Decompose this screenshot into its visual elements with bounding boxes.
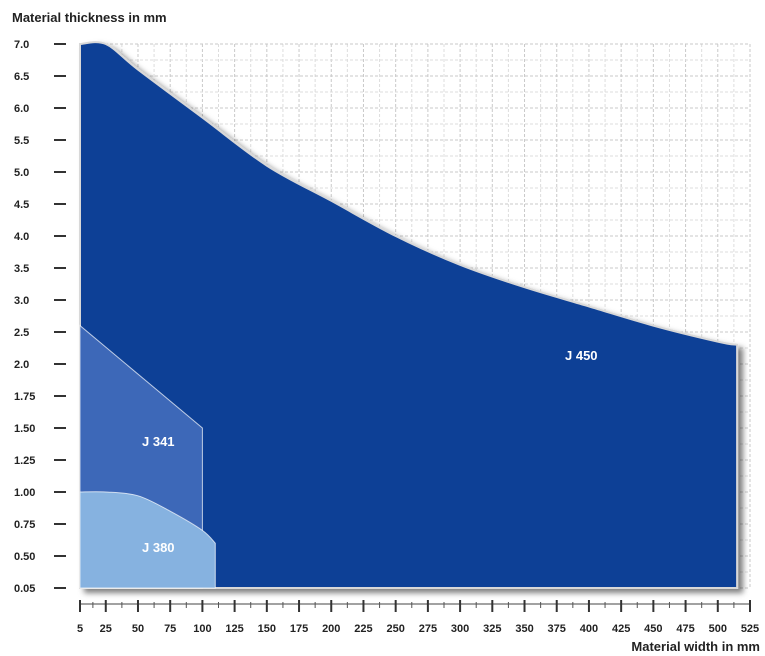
labels: J 450 J 341 J 380 — [142, 348, 598, 555]
x-tick-label: 150 — [258, 623, 276, 635]
x-tick-label: 100 — [193, 623, 211, 635]
x-tick-label: 200 — [322, 623, 340, 635]
y-tick-label: 0.75 — [14, 519, 35, 531]
y-tick-label: 5.0 — [14, 167, 29, 179]
x-tick-label: 400 — [580, 623, 598, 635]
x-tick-label: 300 — [451, 623, 469, 635]
x-tick-label: 450 — [644, 623, 662, 635]
x-tick-label: 25 — [100, 623, 112, 635]
series-label-j-380: J 380 — [142, 540, 175, 555]
plot-areas — [79, 41, 739, 589]
y-tick-label: 2.0 — [14, 359, 29, 371]
y-tick-label: 3.5 — [14, 263, 29, 275]
x-tick-label: 500 — [709, 623, 727, 635]
x-tick-label: 525 — [741, 623, 759, 635]
y-tick-label: 1.25 — [14, 455, 35, 467]
y-tick-label: 0.50 — [14, 551, 35, 563]
x-tick-label: 5 — [77, 623, 83, 635]
y-tick-label: 4.0 — [14, 231, 29, 243]
x-tick-label: 225 — [354, 623, 372, 635]
y-tick-label: 6.5 — [14, 71, 29, 83]
x-tick-label: 475 — [676, 623, 694, 635]
y-axis-title: Material thickness in mm — [12, 10, 167, 25]
area-j-380 — [79, 491, 216, 589]
y-tick-label: 7.0 — [14, 39, 29, 51]
y-tick-label: 6.0 — [14, 103, 29, 115]
y-tick-label: 4.5 — [14, 199, 29, 211]
x-tick-label: 275 — [419, 623, 437, 635]
y-tick-label: 0.05 — [14, 583, 35, 595]
y-tick-label: 1.75 — [14, 391, 35, 403]
series-label-j-341: J 341 — [142, 434, 175, 449]
axes: 0.05 0.50 0.75 1.00 1.25 1.50 1.75 2.0 2.5 3.0 3.5… — [14, 39, 759, 635]
x-tick-label: 425 — [612, 623, 630, 635]
y-tick-label: 2.5 — [14, 327, 29, 339]
x-tick-label: 250 — [386, 623, 404, 635]
y-tick-label: 3.0 — [14, 295, 29, 307]
y-tick-label: 1.00 — [14, 487, 35, 499]
x-tick-label: 125 — [225, 623, 243, 635]
y-tick-label: 5.5 — [14, 135, 29, 147]
y-tick-label: 1.50 — [14, 423, 35, 435]
x-tick-label: 175 — [290, 623, 308, 635]
x-tick-label: 75 — [164, 623, 176, 635]
x-tick-label: 325 — [483, 623, 501, 635]
x-tick-label: 350 — [515, 623, 533, 635]
area-j-450 — [79, 41, 739, 589]
x-tick-label: 375 — [548, 623, 566, 635]
series-label-j-450: J 450 — [565, 348, 598, 363]
x-axis-title: Material width in mm — [631, 639, 760, 654]
x-tick-label: 50 — [132, 623, 144, 635]
